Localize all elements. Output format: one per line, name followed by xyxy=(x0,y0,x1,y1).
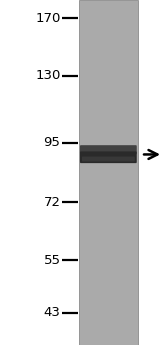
FancyBboxPatch shape xyxy=(80,145,137,154)
Text: 170: 170 xyxy=(35,12,60,24)
FancyBboxPatch shape xyxy=(80,151,137,163)
Text: 72: 72 xyxy=(44,196,60,209)
Text: 130: 130 xyxy=(35,69,60,82)
FancyBboxPatch shape xyxy=(82,157,135,161)
Text: 95: 95 xyxy=(44,136,60,149)
Text: 43: 43 xyxy=(44,306,60,319)
Bar xyxy=(79,0,138,345)
Text: 55: 55 xyxy=(44,254,60,267)
